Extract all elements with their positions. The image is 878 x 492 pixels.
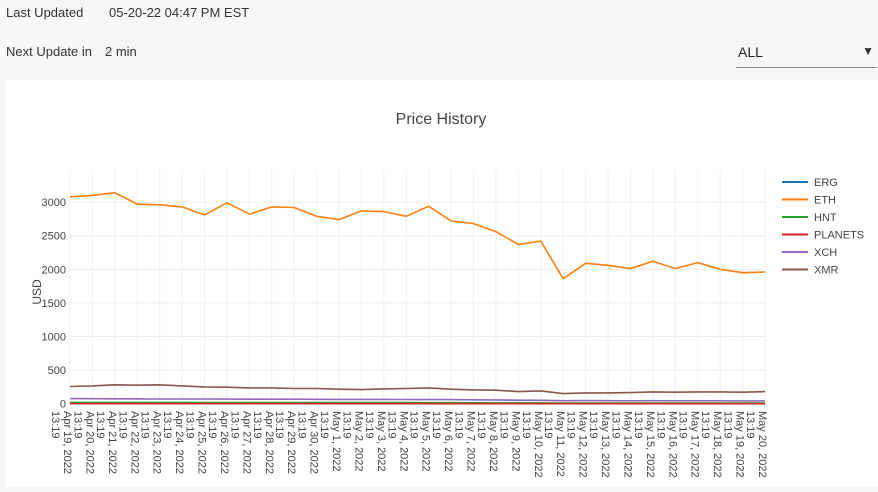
series-lines bbox=[69, 191, 766, 405]
x-tick-label: May 17, 202213:19 bbox=[677, 411, 701, 478]
x-tick-label: May 2, 202213:19 bbox=[341, 411, 365, 472]
x-tick-label: May 4, 202213:19 bbox=[385, 411, 409, 472]
last-updated-row: Last Updated 05-20-22 04:47 PM EST bbox=[6, 5, 249, 20]
y-tick-label: 3000 bbox=[42, 197, 66, 209]
chart-title: Price History bbox=[396, 111, 487, 128]
x-tick-label: Apr 24, 202213:19 bbox=[161, 411, 185, 474]
x-tick-label: May 8, 202213:19 bbox=[475, 411, 499, 472]
legend-label: XMR bbox=[814, 265, 839, 277]
price-history-card: Price History 0 500 1000 1500 2000 2500 3000 U… bbox=[5, 80, 878, 487]
x-tick-label: May 15, 202213:19 bbox=[632, 411, 656, 478]
x-tick-label: May 9, 202213:19 bbox=[497, 411, 521, 472]
legend-label: XCH bbox=[814, 247, 837, 259]
x-tick-label: May 14, 202213:19 bbox=[610, 411, 634, 478]
legend-item-xmr[interactable]: XMR bbox=[782, 265, 839, 277]
x-tick-label: Apr 28, 202213:19 bbox=[251, 411, 275, 474]
x-tick-label: Apr 26, 202213:19 bbox=[206, 411, 230, 474]
x-tick-label: Apr 25, 202213:19 bbox=[184, 411, 208, 474]
x-tick-label: May 18, 202213:19 bbox=[699, 411, 723, 478]
chevron-down-icon: ▼ bbox=[862, 44, 874, 58]
x-tick-label: May 3, 202213:19 bbox=[363, 411, 387, 472]
x-tick-label: May 11, 202213:19 bbox=[542, 411, 566, 477]
x-tick-label: Apr 21, 202213:19 bbox=[94, 411, 118, 474]
series-line-xmr bbox=[69, 383, 766, 395]
y-tick-label: 2000 bbox=[42, 264, 66, 276]
legend-item-hnt[interactable]: HNT bbox=[782, 212, 837, 224]
x-axis: Apr 19, 202213:19 Apr 20, 202213:19 Apr 21… bbox=[49, 411, 768, 478]
x-tick-label: May 10, 202213:19 bbox=[520, 411, 544, 478]
series-line-xch bbox=[69, 397, 765, 402]
x-tick-label: Apr 27, 202213:19 bbox=[228, 411, 252, 474]
x-tick-label: Apr 30, 202213:19 bbox=[296, 411, 320, 474]
y-axis: 0 500 1000 1500 2000 2500 3000 bbox=[42, 197, 66, 411]
last-updated-value: 05-20-22 04:47 PM EST bbox=[109, 5, 250, 20]
x-tick-label: May 19, 202213:19 bbox=[722, 411, 746, 478]
coin-filter-value: ALL bbox=[738, 44, 763, 60]
y-tick-label: 1000 bbox=[42, 331, 66, 343]
coin-filter-select[interactable]: ALL ▼ bbox=[736, 40, 877, 68]
x-tick-label: May 13, 202213:19 bbox=[587, 411, 611, 478]
x-tick-label: May 1, 202213:19 bbox=[318, 411, 342, 472]
y-tick-label: 500 bbox=[48, 365, 66, 377]
x-tick-label: Apr 29, 202213:19 bbox=[273, 411, 297, 474]
x-tick-label: May 20, 202213:19 bbox=[744, 411, 768, 478]
price-history-chart[interactable]: Price History 0 500 1000 1500 2000 2500 3000 U… bbox=[5, 80, 878, 487]
y-tick-label: 1500 bbox=[42, 298, 66, 310]
x-tick-label: May 12, 202213:19 bbox=[565, 411, 589, 478]
legend-item-xch[interactable]: XCH bbox=[782, 247, 837, 259]
y-axis-title: USD bbox=[30, 279, 44, 305]
x-tick-label: Apr 20, 202213:19 bbox=[71, 411, 95, 474]
legend-item-eth[interactable]: ETH bbox=[782, 195, 836, 207]
series-line-eth bbox=[69, 191, 766, 280]
x-tick-label: May 7, 202213:19 bbox=[453, 411, 477, 472]
next-update-label: Next Update in bbox=[6, 44, 92, 59]
legend[interactable]: ERG ETH HNT PLANETS XCH XMR bbox=[782, 177, 864, 277]
legend-label: PLANETS bbox=[814, 230, 864, 242]
x-tick-label: May 6, 202213:19 bbox=[430, 411, 454, 472]
x-tick-label: May 16, 202213:19 bbox=[654, 411, 678, 478]
legend-item-planets[interactable]: PLANETS bbox=[782, 230, 864, 242]
y-tick-label: 0 bbox=[60, 399, 66, 411]
last-updated-label: Last Updated bbox=[6, 5, 84, 20]
x-tick-label: Apr 22, 202213:19 bbox=[116, 411, 140, 474]
legend-label: ETH bbox=[814, 195, 836, 207]
next-update-value: 2 min bbox=[105, 44, 137, 59]
legend-label: ERG bbox=[814, 177, 838, 189]
x-tick-label: Apr 23, 202213:19 bbox=[139, 411, 163, 474]
grid bbox=[69, 170, 766, 405]
y-tick-label: 2500 bbox=[42, 231, 66, 243]
legend-item-erg[interactable]: ERG bbox=[782, 177, 838, 189]
next-update-row: Next Update in 2 min bbox=[6, 44, 137, 59]
x-tick-label: May 5, 202213:19 bbox=[408, 411, 432, 472]
x-tick-label: Apr 19, 202213:19 bbox=[49, 411, 73, 474]
legend-label: HNT bbox=[814, 212, 837, 224]
